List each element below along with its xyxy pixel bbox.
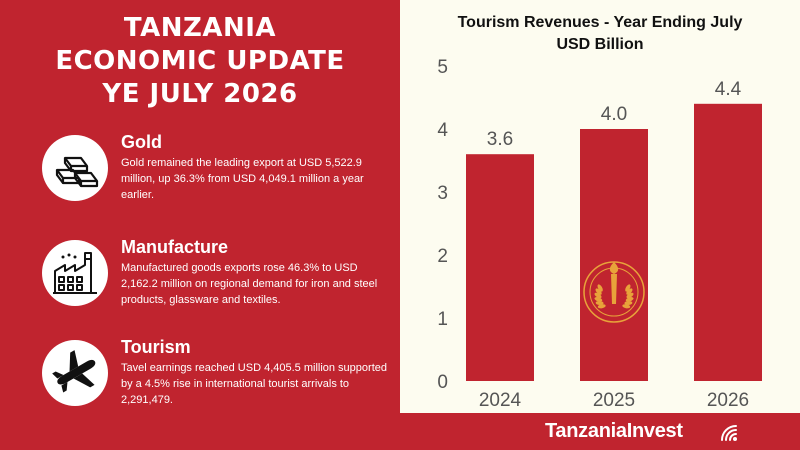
factory-icon: [42, 240, 108, 306]
tourism-heading: Tourism: [121, 337, 191, 357]
manufacture-section: Manufacture Manufactured goods exports r…: [42, 237, 387, 320]
data-label: 4.4: [715, 79, 742, 100]
data-label: 3.6: [487, 129, 513, 150]
tourism-text: Tavel earnings reached USD 4,405.5 milli…: [121, 362, 387, 406]
y-tick-label: 5: [437, 57, 448, 78]
bar-chart: 0 1 2 3 4 5 3.6 2024 4.0 2025 4.4 2026: [437, 57, 762, 411]
chart-title-line-2: USD Billion: [556, 36, 644, 53]
title-line-2: ECONOMIC UPDATE: [55, 46, 345, 76]
chart-title: Tourism Revenues - Year Ending July USD …: [400, 12, 800, 56]
wifi-signal-icon: [721, 425, 737, 441]
bank-seal-icon: [583, 261, 645, 323]
title-line-1: TANZANIA: [123, 13, 277, 43]
title-line-3: YE JULY 2026: [102, 79, 298, 109]
x-tick-label: 2024: [479, 390, 522, 411]
footer-bar: TanzaniaInvest: [400, 413, 800, 450]
y-tick-label: 1: [437, 309, 448, 330]
manufacture-text: Manufactured goods exports rose 46.3% to…: [121, 262, 378, 306]
left-panel: TANZANIA ECONOMIC UPDATE YE JULY 2026 Go: [0, 12, 400, 420]
y-tick-label: 0: [437, 372, 448, 393]
y-tick-label: 4: [437, 120, 448, 141]
bar-2024: [466, 154, 534, 381]
page-title: TANZANIA ECONOMIC UPDATE YE JULY 2026: [0, 12, 400, 111]
gold-text: Gold remained the leading export at USD …: [121, 157, 364, 201]
y-tick-label: 3: [437, 183, 448, 204]
gold-heading: Gold: [121, 132, 162, 152]
gold-bars-icon: [42, 135, 108, 201]
chart-panel: Tourism Revenues - Year Ending July USD …: [400, 0, 800, 413]
bar-2025: [580, 129, 648, 381]
x-tick-label: 2025: [593, 390, 635, 411]
tourism-section: Tourism Tavel earnings reached USD 4,405…: [42, 337, 387, 420]
gold-section: Gold Gold remained the leading export at…: [42, 132, 387, 215]
data-label: 4.0: [601, 104, 627, 125]
chart-title-line-1: Tourism Revenues - Year Ending July: [457, 14, 743, 31]
brand-logo-text: TanzaniaInvest: [545, 420, 683, 442]
manufacture-heading: Manufacture: [121, 237, 229, 257]
airplane-icon: [42, 340, 108, 406]
y-tick-label: 2: [437, 246, 448, 267]
bar-2026: [694, 103, 762, 382]
x-tick-label: 2026: [707, 390, 749, 411]
